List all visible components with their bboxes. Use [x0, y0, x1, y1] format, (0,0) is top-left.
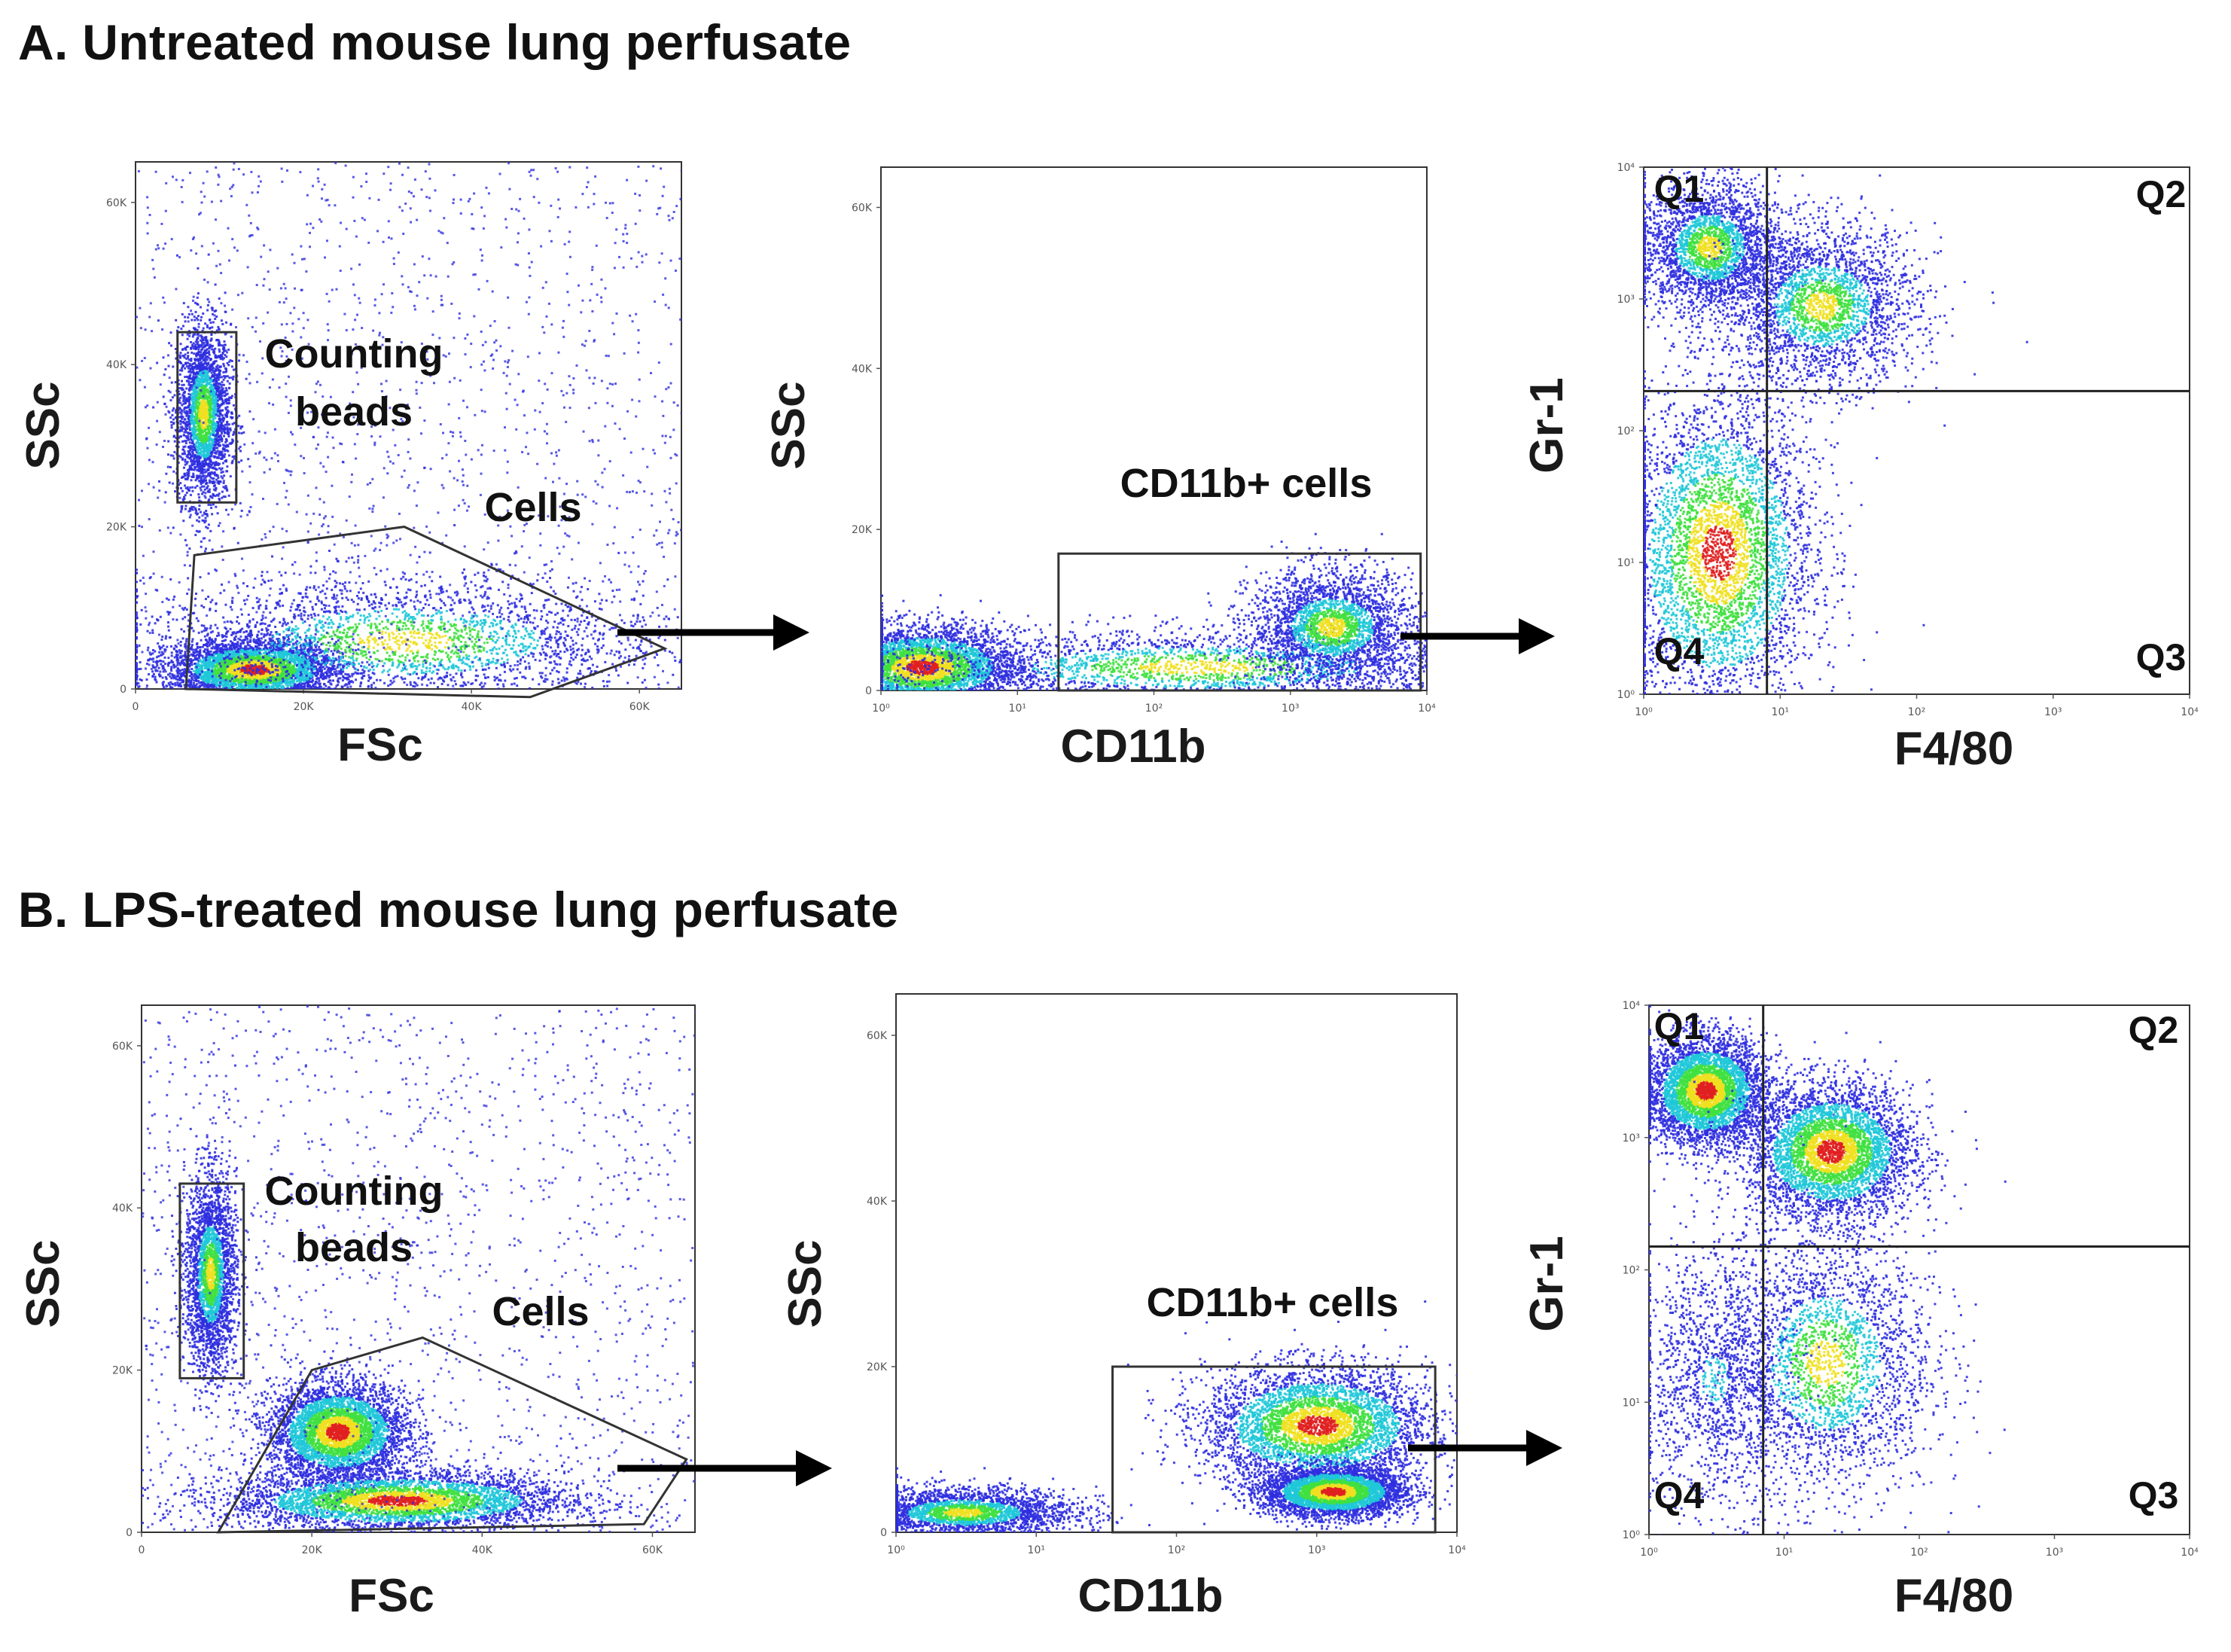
- x-axis-label: FSc: [337, 719, 423, 771]
- gate-label: Counting: [265, 1169, 443, 1214]
- x-tick-label: 60K: [642, 1544, 663, 1556]
- flow-arrow: [1408, 1430, 1562, 1466]
- y-tick-label: 10⁰: [1617, 689, 1635, 701]
- y-tick-label: 10³: [1623, 1132, 1640, 1145]
- quadrant-label: Q3: [2136, 636, 2187, 678]
- x-tick-label: 10⁴: [2181, 706, 2199, 718]
- quadrant-label: Q1: [1654, 168, 1705, 210]
- quadrant-label: Q1: [1654, 1005, 1705, 1047]
- plot-frame: [896, 994, 1457, 1532]
- y-tick-label: 10²: [1623, 1265, 1640, 1277]
- y-axis-label: SSc: [779, 1239, 831, 1327]
- gate-label: Counting: [265, 331, 443, 376]
- event-dots: [142, 1005, 764, 1535]
- y-tick-label: 10⁴: [1623, 1000, 1641, 1012]
- x-tick-label: 10⁰: [1635, 706, 1653, 718]
- plot-A1: 0 20K 40K 60K 0 20K 40K 60K FSc SSc Counting beads C…: [17, 162, 982, 771]
- y-tick-label: 10³: [1617, 294, 1635, 306]
- x-tick-label: 10⁰: [1640, 1547, 1658, 1559]
- y-tick-label: 40K: [112, 1202, 133, 1215]
- event-dots: [1649, 977, 2007, 1537]
- y-tick-label: 20K: [112, 1365, 133, 1377]
- flow-arrow: [617, 614, 809, 651]
- flow-arrow: [617, 1450, 832, 1486]
- x-tick-label: 40K: [472, 1544, 493, 1556]
- x-tick-label: 60K: [629, 701, 651, 713]
- x-tick-label: 10³: [2044, 706, 2062, 718]
- gate-label: CD11b+ cells: [1147, 1280, 1399, 1325]
- y-tick-label: 60K: [852, 202, 873, 214]
- x-tick-label: 10¹: [1028, 1544, 1045, 1556]
- y-tick-label: 10⁴: [1617, 162, 1635, 174]
- x-tick-label: 10³: [1308, 1544, 1325, 1556]
- plot-B3: 10⁰ 10¹ 10² 10³ 10⁴ 10⁰ 10¹ 10² 10³ 10⁴ F4/80 Gr-1 Q…: [1521, 977, 2199, 1622]
- x-tick-label: 10²: [1145, 703, 1163, 715]
- plot-A3: 10⁰ 10¹ 10² 10³ 10⁴ 10⁰ 10¹ 10² 10³ 10⁴ F4/80 Gr-1 Q…: [1521, 105, 2199, 775]
- y-tick-label: 0: [120, 684, 126, 696]
- x-tick-label: 40K: [462, 701, 483, 713]
- x-tick-label: 10⁴: [1418, 703, 1436, 715]
- event-dots: [136, 162, 982, 691]
- x-tick-label: 20K: [302, 1544, 323, 1556]
- x-tick-label: 10³: [1282, 703, 1299, 715]
- y-tick-label: 10¹: [1623, 1397, 1640, 1409]
- quadrant-label: Q4: [1654, 1474, 1705, 1516]
- gate-label: Cells: [484, 485, 581, 530]
- y-tick-label: 0: [880, 1527, 887, 1539]
- y-tick-label: 10¹: [1617, 557, 1635, 569]
- x-tick-label: 10³: [2046, 1547, 2063, 1559]
- event-dots: [896, 1300, 1559, 1535]
- x-tick-label: 10²: [1908, 706, 1925, 718]
- y-tick-label: 20K: [867, 1361, 888, 1373]
- x-tick-label: 10⁰: [887, 1544, 905, 1556]
- event-dots: [881, 533, 1739, 693]
- x-tick-label: 10¹: [1009, 703, 1026, 715]
- gate-label: beads: [295, 389, 413, 434]
- y-axis-label: Gr-1: [1521, 377, 1573, 473]
- x-axis-label: F4/80: [1894, 723, 2014, 775]
- y-tick-label: 20K: [106, 522, 127, 534]
- x-tick-label: 20K: [294, 701, 315, 713]
- y-tick-label: 60K: [112, 1041, 133, 1053]
- x-tick-label: 10⁴: [1448, 1544, 1466, 1556]
- y-tick-label: 40K: [867, 1196, 888, 1208]
- y-axis-label: Gr-1: [1521, 1236, 1573, 1331]
- x-tick-label: 10⁰: [872, 703, 890, 715]
- y-axis-label: SSc: [17, 381, 69, 469]
- y-axis-label: SSc: [763, 381, 815, 469]
- y-axis-label: SSc: [17, 1239, 69, 1327]
- x-axis-label: CD11b: [1061, 721, 1206, 773]
- plot-B1: 0 20K 40K 60K 0 20K 40K 60K FSc SSc Counting beads C…: [17, 1005, 764, 1622]
- gate-label: CD11b+ cells: [1120, 461, 1373, 506]
- y-tick-label: 0: [865, 685, 872, 697]
- x-axis-label: F4/80: [1894, 1570, 2014, 1622]
- gate-label: beads: [295, 1225, 413, 1270]
- y-tick-label: 40K: [106, 359, 127, 371]
- gate-label: Cells: [492, 1289, 589, 1334]
- plot-B2: 10⁰ 10¹ 10² 10³ 10⁴ 0 20K 40K 60K CD11b SSc CD11b+ …: [779, 994, 1559, 1622]
- y-tick-label: 20K: [852, 524, 873, 536]
- y-tick-label: 60K: [867, 1030, 888, 1042]
- x-tick-label: 10⁴: [2181, 1547, 2199, 1559]
- x-tick-label: 0: [139, 1544, 145, 1556]
- y-tick-label: 0: [126, 1527, 133, 1539]
- y-tick-label: 40K: [852, 363, 873, 375]
- y-tick-label: 10²: [1617, 425, 1635, 437]
- quadrant-label: Q3: [2129, 1474, 2179, 1516]
- quadrant-label: Q4: [1654, 630, 1705, 672]
- x-tick-label: 0: [133, 701, 139, 713]
- x-tick-label: 10¹: [1772, 706, 1789, 718]
- y-tick-label: 10⁰: [1623, 1529, 1641, 1541]
- quadrant-label: Q2: [2129, 1009, 2179, 1051]
- x-tick-label: 10²: [1168, 1544, 1185, 1556]
- x-tick-label: 10¹: [1775, 1547, 1793, 1559]
- x-axis-label: CD11b: [1078, 1570, 1224, 1622]
- plot-A2: 10⁰ 10¹ 10² 10³ 10⁴ 0 20K 40K 60K CD11b SSc CD11b+ …: [763, 167, 1739, 773]
- quadrant-label: Q2: [2136, 173, 2187, 215]
- y-tick-label: 60K: [106, 197, 127, 209]
- x-axis-label: FSc: [349, 1570, 434, 1622]
- x-tick-label: 10²: [1910, 1547, 1928, 1559]
